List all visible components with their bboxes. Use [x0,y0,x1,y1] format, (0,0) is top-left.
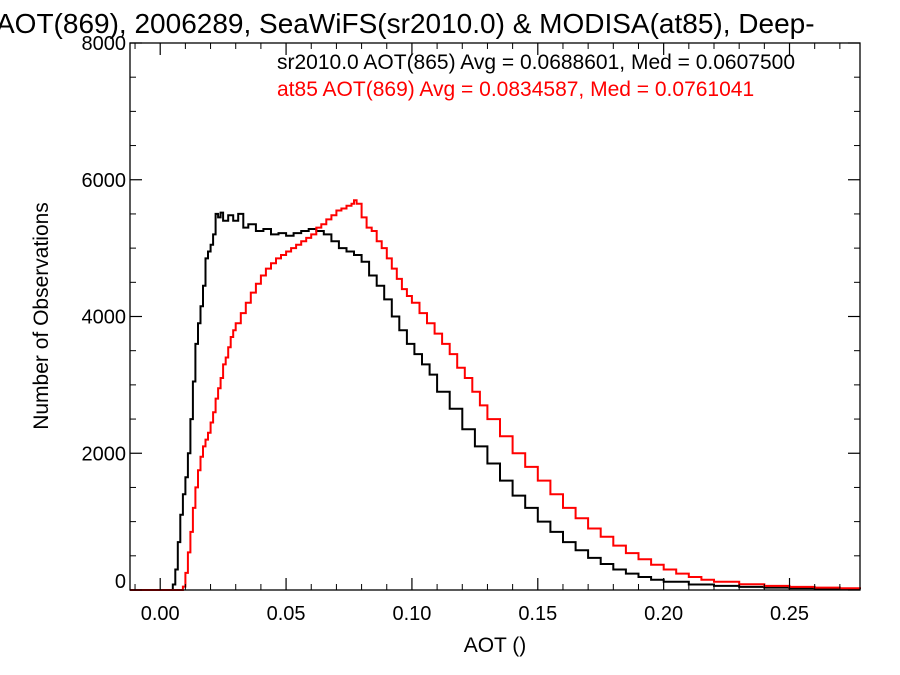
x-tick-label: 0.20 [644,603,683,625]
chart-title: AOT(869), 2006289, SeaWiFS(sr2010.0) & M… [0,8,815,39]
x-axis-label: AOT () [464,634,527,657]
legend-entry-sr2010: sr2010.0 AOT(865) Avg = 0.0688601, Med =… [277,51,795,74]
y-axis-label: Number of Observations [30,202,53,430]
x-tick-label: 0.15 [518,603,557,625]
y-tick-label: 0 [115,571,126,593]
y-tick-label: 4000 [82,307,127,329]
x-tick-label: 0.00 [141,603,180,625]
y-tick-label: 2000 [82,443,127,465]
x-tick-label: 0.10 [392,603,431,625]
series-layer [130,199,861,591]
series-line-0 [130,211,861,591]
plot-frame [129,42,861,591]
y-tick-label: 6000 [82,170,127,192]
legend-entry-at85: at85 AOT(869) Avg = 0.0834587, Med = 0.0… [277,78,754,101]
x-tick-label: 0.05 [267,603,306,625]
series-line-1 [130,199,861,591]
x-tick-label: 0.25 [770,603,809,625]
ticks-layer: 0.00 0.05 0.10 0.15 0.20 0.25 0 2000 4000 6000 800… [82,33,860,625]
y-tick-label: 8000 [82,33,127,55]
